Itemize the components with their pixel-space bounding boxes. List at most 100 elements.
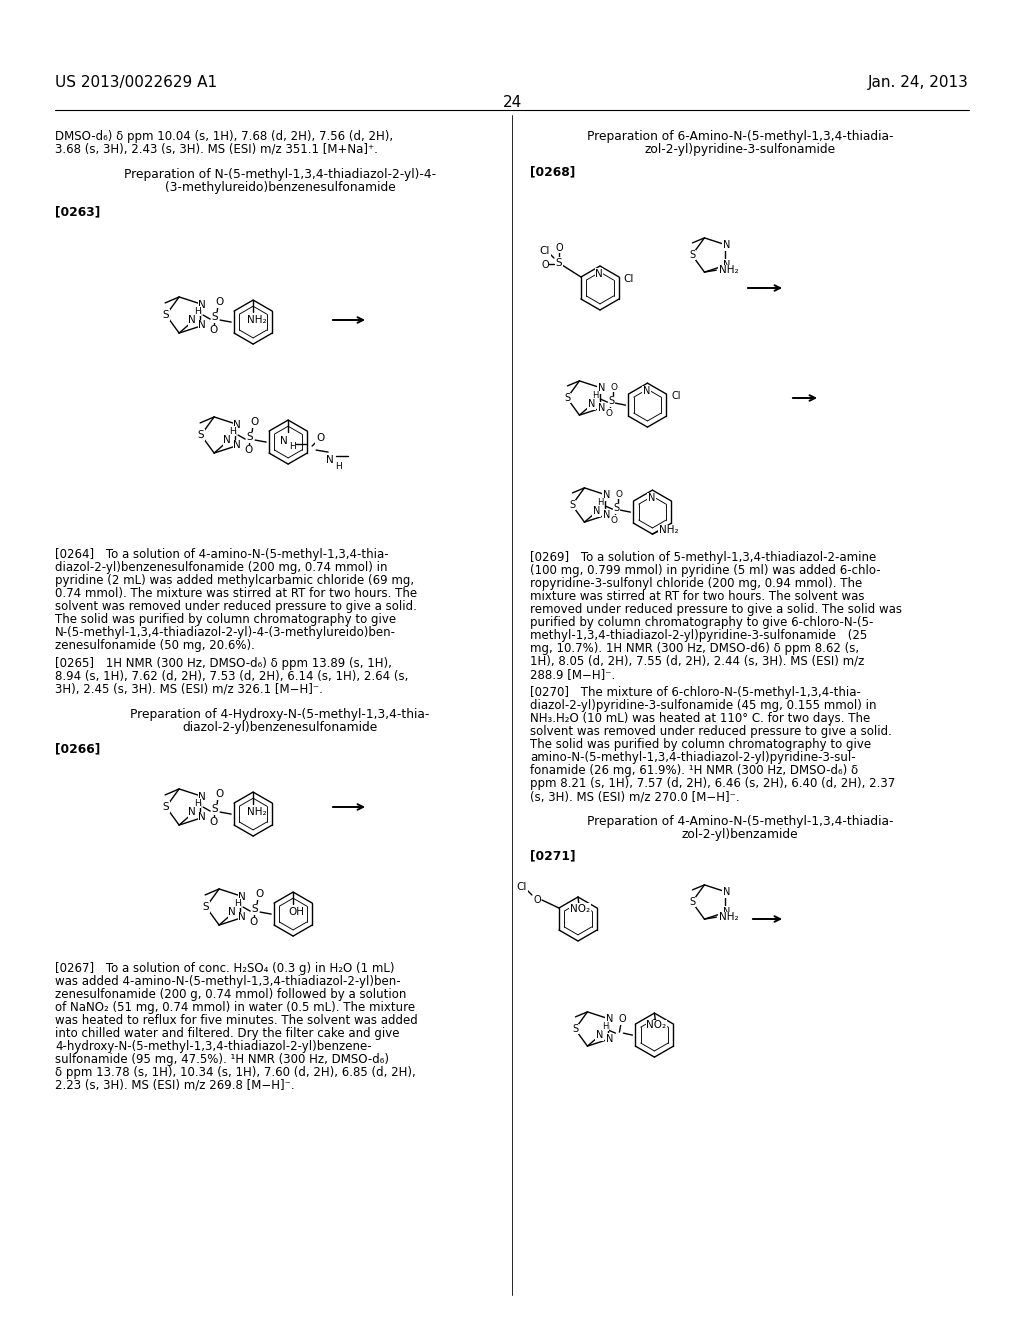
Text: H: H (602, 1022, 608, 1031)
Text: N: N (199, 300, 206, 310)
Text: N-(5-methyl-1,3,4-thiadiazol-2-yl)-4-(3-methylureido)ben-: N-(5-methyl-1,3,4-thiadiazol-2-yl)-4-(3-… (55, 626, 396, 639)
Text: S: S (569, 500, 575, 510)
Text: Preparation of 6-Amino-N-(5-methyl-1,3,4-thiadia-: Preparation of 6-Amino-N-(5-methyl-1,3,4… (587, 129, 893, 143)
Text: N: N (723, 887, 730, 898)
Text: Cl: Cl (517, 882, 527, 892)
Text: sulfonamide (95 mg, 47.5%). ¹H NMR (300 Hz, DMSO-d₆): sulfonamide (95 mg, 47.5%). ¹H NMR (300 … (55, 1053, 389, 1067)
Text: of NaNO₂ (51 mg, 0.74 mmol) in water (0.5 mL). The mixture: of NaNO₂ (51 mg, 0.74 mmol) in water (0.… (55, 1001, 415, 1014)
Text: N: N (606, 1014, 613, 1024)
Text: 8.94 (s, 1H), 7.62 (d, 2H), 7.53 (d, 2H), 6.14 (s, 1H), 2.64 (s,: 8.94 (s, 1H), 7.62 (d, 2H), 7.53 (d, 2H)… (55, 671, 409, 682)
Text: N: N (606, 1034, 613, 1044)
Text: O: O (209, 325, 217, 335)
Text: NO₂: NO₂ (646, 1020, 667, 1030)
Text: Cl: Cl (624, 275, 634, 284)
Text: O: O (616, 490, 623, 499)
Text: N: N (188, 807, 196, 817)
Text: S: S (247, 432, 254, 442)
Text: NH₂: NH₂ (719, 265, 738, 275)
Text: zol-2-yl)pyridine-3-sulfonamide: zol-2-yl)pyridine-3-sulfonamide (644, 143, 836, 156)
Text: 3H), 2.45 (s, 3H). MS (ESI) m/z 326.1 [M−H]⁻.: 3H), 2.45 (s, 3H). MS (ESI) m/z 326.1 [M… (55, 682, 323, 696)
Text: O: O (618, 1014, 627, 1024)
Text: methyl-1,3,4-thiadiazol-2-yl)pyridine-3-sulfonamide (25: methyl-1,3,4-thiadiazol-2-yl)pyridine-3-… (530, 630, 867, 642)
Text: N: N (199, 792, 206, 801)
Text: O: O (215, 297, 223, 308)
Text: δ ppm 13.78 (s, 1H), 10.34 (s, 1H), 7.60 (d, 2H), 6.85 (d, 2H),: δ ppm 13.78 (s, 1H), 10.34 (s, 1H), 7.60… (55, 1067, 416, 1078)
Text: S: S (556, 257, 562, 268)
Text: N: N (188, 315, 196, 325)
Text: N: N (239, 892, 246, 902)
Text: O: O (316, 433, 325, 444)
Text: was heated to reflux for five minutes. The solvent was added: was heated to reflux for five minutes. T… (55, 1014, 418, 1027)
Text: O: O (244, 445, 252, 455)
Text: O: O (606, 409, 613, 417)
Text: H: H (194, 799, 201, 808)
Text: N: N (327, 455, 334, 465)
Text: US 2013/0022629 A1: US 2013/0022629 A1 (55, 75, 217, 90)
Text: N: N (603, 510, 610, 520)
Text: [0267] To a solution of conc. H₂SO₄ (0.3 g) in H₂O (1 mL): [0267] To a solution of conc. H₂SO₄ (0.3… (55, 962, 394, 975)
Text: S: S (689, 249, 695, 260)
Text: N: N (723, 240, 730, 251)
Text: S: S (613, 503, 620, 513)
Text: zol-2-yl)benzamide: zol-2-yl)benzamide (682, 828, 799, 841)
Text: amino-N-(5-methyl-1,3,4-thiadiazol-2-yl)pyridine-3-sul-: amino-N-(5-methyl-1,3,4-thiadiazol-2-yl)… (530, 751, 856, 764)
Text: zenesulfonamide (200 g, 0.74 mmol) followed by a solution: zenesulfonamide (200 g, 0.74 mmol) follo… (55, 987, 407, 1001)
Text: S: S (163, 803, 169, 812)
Text: O: O (534, 895, 541, 906)
Text: N: N (199, 321, 206, 330)
Text: N: N (199, 812, 206, 822)
Text: S: S (203, 902, 209, 912)
Text: 288.9 [M−H]⁻.: 288.9 [M−H]⁻. (530, 668, 615, 681)
Text: purified by column chromatography to give 6-chloro-N-(5-: purified by column chromatography to giv… (530, 616, 873, 630)
Text: O: O (209, 817, 217, 828)
Text: OH: OH (288, 907, 304, 917)
Text: NH₂: NH₂ (658, 525, 678, 535)
Text: S: S (163, 310, 169, 319)
Text: into chilled water and filtered. Dry the filter cake and give: into chilled water and filtered. Dry the… (55, 1027, 399, 1040)
Text: N: N (233, 440, 242, 450)
Text: NO₂: NO₂ (570, 904, 590, 913)
Text: removed under reduced pressure to give a solid. The solid was: removed under reduced pressure to give a… (530, 603, 902, 616)
Text: S: S (564, 393, 570, 403)
Text: H: H (335, 462, 341, 470)
Text: O: O (249, 917, 257, 927)
Text: N: N (228, 907, 236, 917)
Text: Preparation of 4-Hydroxy-N-(5-methyl-1,3,4-thia-: Preparation of 4-Hydroxy-N-(5-methyl-1,3… (130, 708, 430, 721)
Text: O: O (555, 243, 563, 253)
Text: [0263]: [0263] (55, 205, 100, 218)
Text: diazol-2-yl)pyridine-3-sulfonamide (45 mg, 0.155 mmol) in: diazol-2-yl)pyridine-3-sulfonamide (45 m… (530, 700, 877, 711)
Text: solvent was removed under reduced pressure to give a solid.: solvent was removed under reduced pressu… (55, 601, 417, 612)
Text: N: N (723, 260, 730, 269)
Text: solvent was removed under reduced pressure to give a solid.: solvent was removed under reduced pressu… (530, 725, 892, 738)
Text: O: O (255, 890, 263, 899)
Text: N: N (603, 491, 610, 500)
Text: NH₂: NH₂ (719, 912, 738, 923)
Text: O: O (250, 417, 258, 428)
Text: NH₂: NH₂ (248, 315, 267, 325)
Text: N: N (595, 269, 603, 279)
Text: Preparation of 4-Amino-N-(5-methyl-1,3,4-thiadia-: Preparation of 4-Amino-N-(5-methyl-1,3,4… (587, 814, 893, 828)
Text: mg, 10.7%). 1H NMR (300 Hz, DMSO-d6) δ ppm 8.62 (s,: mg, 10.7%). 1H NMR (300 Hz, DMSO-d6) δ p… (530, 642, 859, 655)
Text: (100 mg, 0.799 mmol) in pyridine (5 ml) was added 6-chlo-: (100 mg, 0.799 mmol) in pyridine (5 ml) … (530, 564, 881, 577)
Text: 0.74 mmol). The mixture was stirred at RT for two hours. The: 0.74 mmol). The mixture was stirred at R… (55, 587, 417, 601)
Text: was added 4-amino-N-(5-methyl-1,3,4-thiadiazol-2-yl)ben-: was added 4-amino-N-(5-methyl-1,3,4-thia… (55, 975, 400, 987)
Text: Preparation of N-(5-methyl-1,3,4-thiadiazol-2-yl)-4-: Preparation of N-(5-methyl-1,3,4-thiadia… (124, 168, 436, 181)
Text: N: N (588, 399, 595, 409)
Text: [0271]: [0271] (530, 849, 575, 862)
Text: 24: 24 (503, 95, 521, 110)
Text: zenesulfonamide (50 mg, 20.6%).: zenesulfonamide (50 mg, 20.6%). (55, 639, 255, 652)
Text: pyridine (2 mL) was added methylcarbamic chloride (69 mg,: pyridine (2 mL) was added methylcarbamic… (55, 574, 414, 587)
Text: N: N (596, 1030, 603, 1040)
Text: S: S (608, 396, 614, 407)
Text: The solid was purified by column chromatography to give: The solid was purified by column chromat… (530, 738, 871, 751)
Text: (3-methylureido)benzenesulfonamide: (3-methylureido)benzenesulfonamide (165, 181, 395, 194)
Text: H: H (194, 306, 201, 315)
Text: N: N (643, 387, 650, 396)
Text: NH₃.H₂O (10 mL) was heated at 110° C. for two days. The: NH₃.H₂O (10 mL) was heated at 110° C. fo… (530, 711, 870, 725)
Text: N: N (593, 506, 600, 516)
Text: N: N (239, 912, 246, 923)
Text: [0265] 1H NMR (300 Hz, DMSO-d₆) δ ppm 13.89 (s, 1H),: [0265] 1H NMR (300 Hz, DMSO-d₆) δ ppm 13… (55, 657, 392, 671)
Text: H: H (233, 899, 241, 908)
Text: [0268]: [0268] (530, 165, 575, 178)
Text: 4-hydroxy-N-(5-methyl-1,3,4-thiadiazol-2-yl)benzene-: 4-hydroxy-N-(5-methyl-1,3,4-thiadiazol-2… (55, 1040, 372, 1053)
